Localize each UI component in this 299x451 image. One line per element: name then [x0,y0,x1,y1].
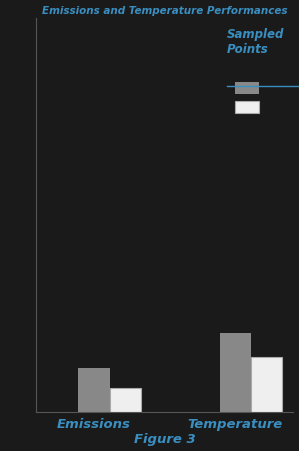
Bar [220,333,251,412]
Title: Emissions and Temperature Performances: Emissions and Temperature Performances [42,5,287,15]
Legend: A, B, C: A, B, C [224,25,288,118]
Bar [251,357,282,412]
Bar [109,388,141,412]
Bar [78,368,109,412]
X-axis label: Figure 3: Figure 3 [134,433,196,446]
Bar [48,19,78,412]
Bar [189,58,220,412]
